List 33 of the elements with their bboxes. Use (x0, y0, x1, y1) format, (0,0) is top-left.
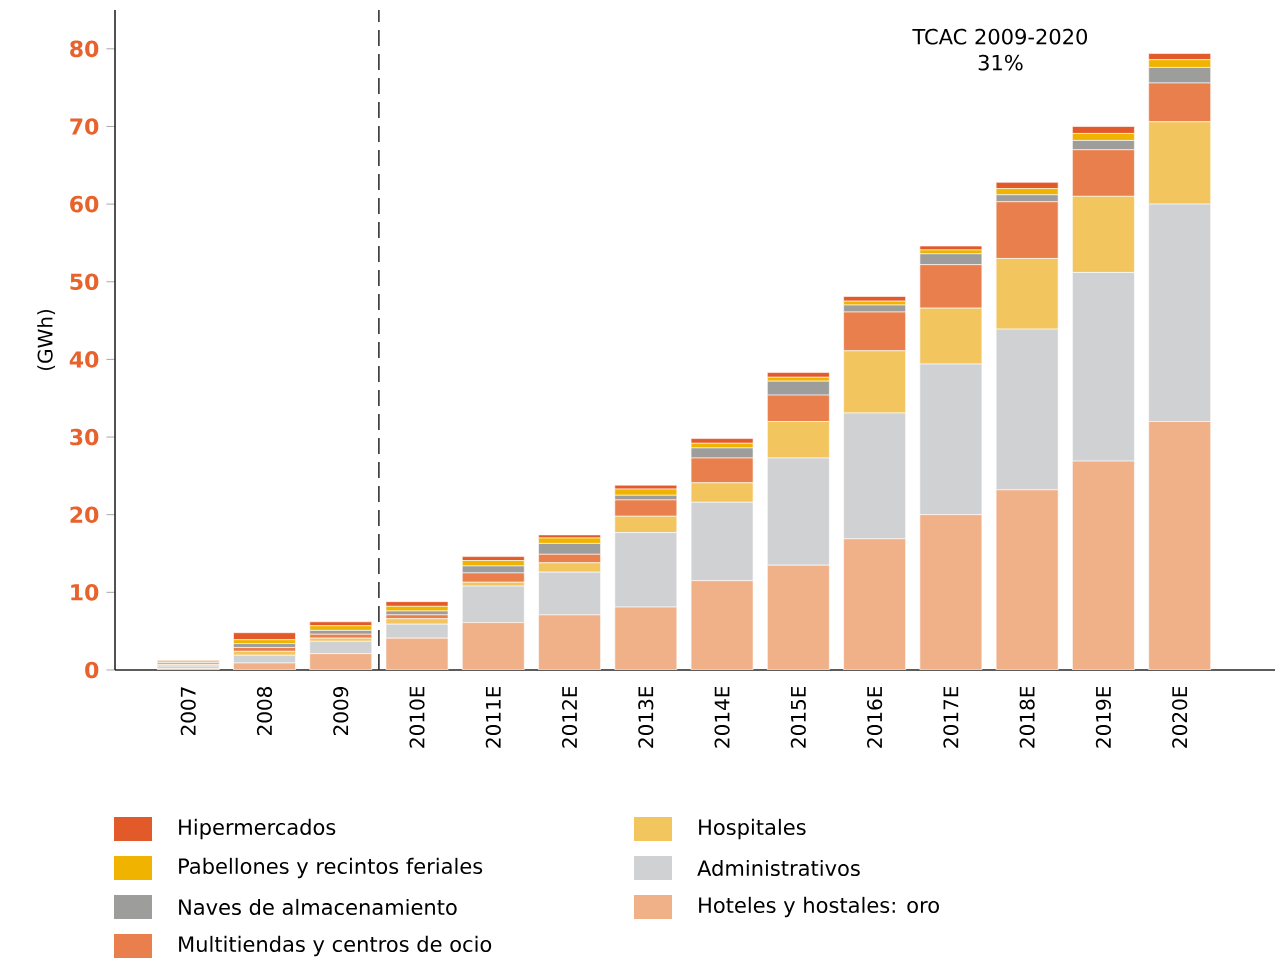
legend-label: Hospitales (699, 818, 806, 840)
y-tick-label: 30 (70, 428, 99, 446)
x-tick-label: 2012E (561, 686, 578, 748)
annotation: 31% (978, 54, 1023, 71)
x-tick-label: 2013E (638, 686, 654, 748)
y-tick-label: 10 (71, 584, 99, 601)
x-tick-label: 2007 (180, 687, 196, 736)
legend-label: Hoteles y hostales: oro (699, 896, 939, 918)
y-tick-label: 50 (70, 273, 99, 291)
y-tick-label: 20 (70, 506, 99, 524)
x-tick-label: 2017E (943, 686, 959, 748)
y-tick-label: 40 (69, 351, 99, 368)
x-tick-label: 2014E (714, 686, 730, 748)
x-tick-label: 2009 (333, 687, 349, 736)
x-tick-label: 2008 (256, 686, 273, 736)
legend-label: Multitiendas y centros de ocio (179, 935, 492, 957)
x-tick-label: 2020E (1172, 686, 1188, 748)
y-tick-label: 70 (70, 118, 99, 135)
legend-label: Hipermercados (179, 818, 336, 840)
x-tick-label: 2015E (790, 686, 806, 748)
y-tick-label: 0 (85, 661, 99, 679)
y-axis-title: (GWh) (37, 309, 56, 371)
x-tick-label: 2011E (485, 686, 501, 748)
x-tick-label: 2018E (1019, 686, 1035, 748)
legend-label: Administrativos (697, 859, 860, 877)
y-tick-label: 60 (70, 195, 99, 213)
legend-label: Naves de almacenamiento (179, 898, 457, 916)
x-tick-label: 2016E (867, 686, 883, 748)
x-tick-label: 2019E (1095, 686, 1111, 748)
annotation: TCAC 2009-2020 (912, 28, 1088, 45)
legend-label: Pabellones y recintos feriales (179, 857, 483, 879)
y-tick-label: 80 (70, 40, 99, 58)
x-tick-label: 2010E (409, 686, 425, 748)
